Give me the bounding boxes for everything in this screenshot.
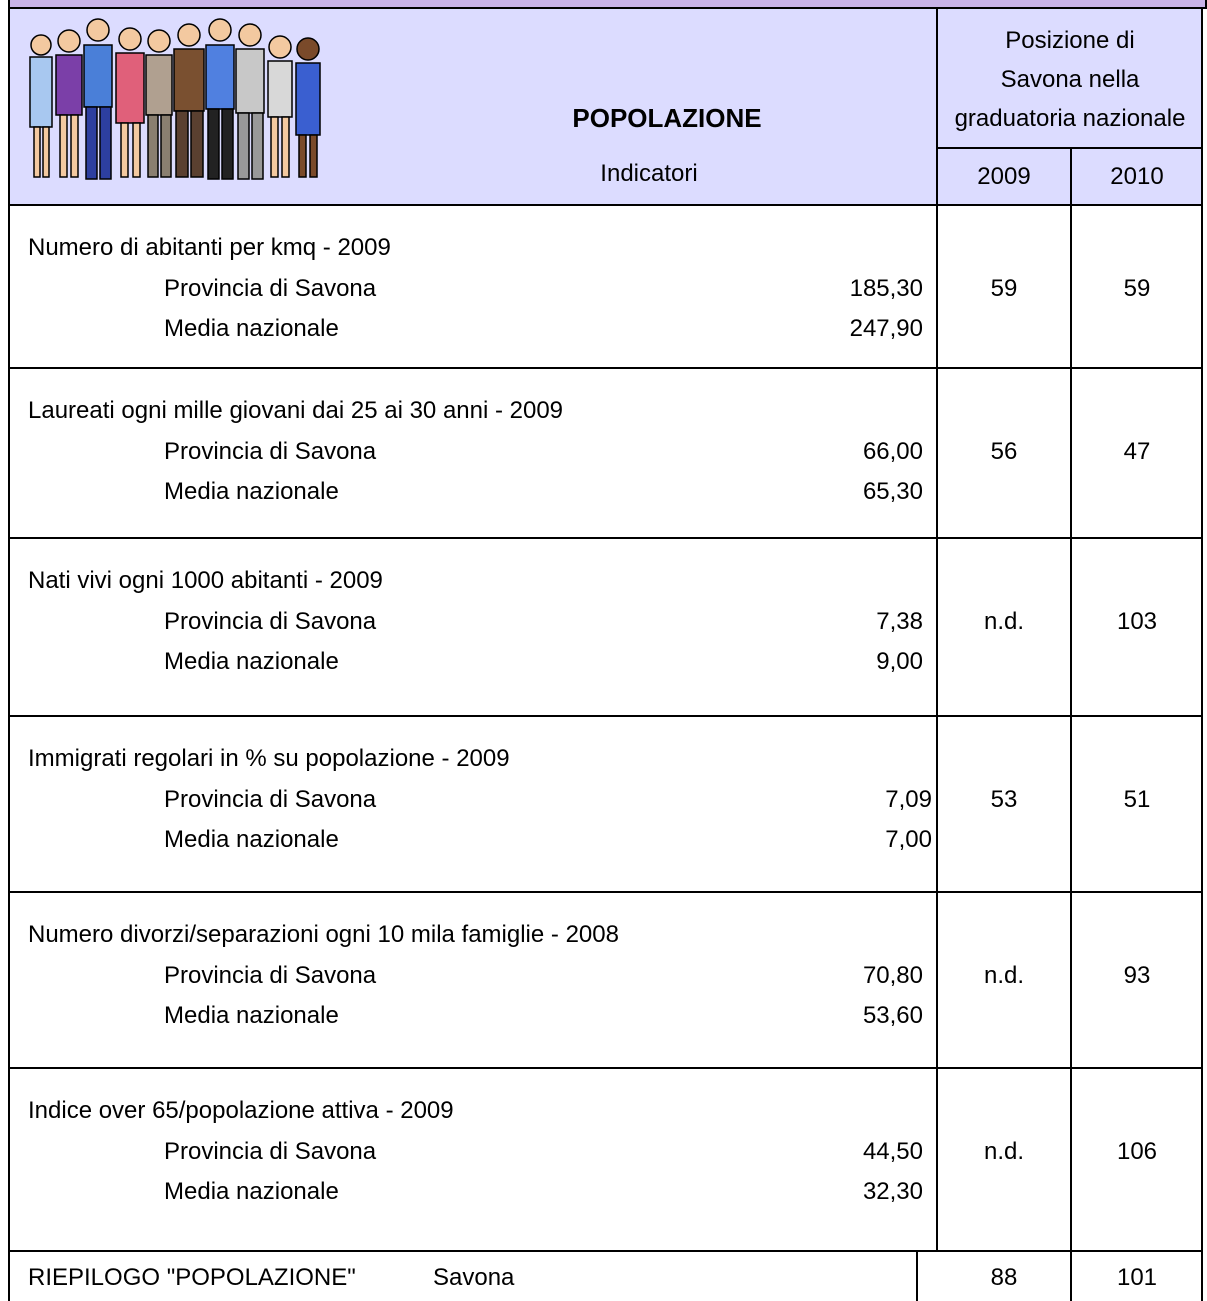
section-subtitle: Indicatori <box>499 159 799 189</box>
indicator-label: Numero divorzi/separazioni ogni 10 mila … <box>28 920 619 950</box>
row-name: Media nazionale <box>164 825 339 855</box>
indicator-label: Nati vivi ogni 1000 abitanti - 2009 <box>28 566 383 596</box>
row-name: Media nazionale <box>164 477 339 507</box>
row-value: 185,30 <box>623 274 923 304</box>
row-value: 7,00 <box>632 825 932 855</box>
table-line <box>8 715 1203 717</box>
table-line <box>937 147 1203 149</box>
table-line <box>8 7 10 1301</box>
rank-value: 59 <box>1072 274 1202 304</box>
row-name: Media nazionale <box>164 314 339 344</box>
rank-value: 106 <box>1072 1137 1202 1167</box>
summary-rank: 88 <box>939 1263 1069 1293</box>
indicator-label: Immigrati regolari in % su popolazione -… <box>28 744 510 774</box>
rank-value: 59 <box>939 274 1069 304</box>
rank-value: 53 <box>939 785 1069 815</box>
rank-value: 47 <box>1072 437 1202 467</box>
section-title: POPOLAZIONE <box>467 103 867 133</box>
row-name: Provincia di Savona <box>164 785 376 815</box>
table-line <box>1201 7 1203 1301</box>
row-value: 7,38 <box>623 607 923 637</box>
row-value: 70,80 <box>623 961 923 991</box>
row-value: 53,60 <box>623 1001 923 1031</box>
summary-place: Savona <box>433 1263 514 1293</box>
row-value: 44,50 <box>623 1137 923 1167</box>
table-line <box>8 1067 1203 1069</box>
indicator-label: Numero di abitanti per kmq - 2009 <box>28 233 391 263</box>
rank-value: n.d. <box>939 607 1069 637</box>
row-name: Provincia di Savona <box>164 607 376 637</box>
rank-heading: Posizione di <box>937 26 1203 56</box>
row-value: 9,00 <box>623 647 923 677</box>
rank-heading: graduatoria nazionale <box>937 104 1203 134</box>
table-line <box>8 1250 1203 1252</box>
table-line <box>8 891 1203 893</box>
row-value: 247,90 <box>623 314 923 344</box>
row-name: Provincia di Savona <box>164 437 376 467</box>
rank-value: 56 <box>939 437 1069 467</box>
row-name: Media nazionale <box>164 1001 339 1031</box>
indicator-label: Indice over 65/popolazione attiva - 2009 <box>28 1096 454 1126</box>
indicator-label: Laureati ogni mille giovani dai 25 ai 30… <box>28 396 563 426</box>
people-illustration <box>22 15 326 187</box>
year-heading: 2009 <box>939 162 1069 192</box>
row-value: 32,30 <box>623 1177 923 1207</box>
row-value: 65,30 <box>623 477 923 507</box>
row-name: Media nazionale <box>164 1177 339 1207</box>
row-name: Provincia di Savona <box>164 1137 376 1167</box>
table-line <box>936 7 938 1251</box>
row-name: Provincia di Savona <box>164 274 376 304</box>
row-name: Provincia di Savona <box>164 961 376 991</box>
rank-heading: Savona nella <box>937 65 1203 95</box>
row-name: Media nazionale <box>164 647 339 677</box>
top-strip <box>8 0 1207 9</box>
rank-value: n.d. <box>939 1137 1069 1167</box>
summary-label: RIEPILOGO "POPOLAZIONE" <box>28 1263 356 1293</box>
rank-value: 103 <box>1072 607 1202 637</box>
year-heading: 2010 <box>1072 162 1202 192</box>
rank-value: 93 <box>1072 961 1202 991</box>
summary-rank: 101 <box>1072 1263 1202 1293</box>
row-value: 7,09 <box>632 785 932 815</box>
table-line <box>8 204 1203 206</box>
row-value: 66,00 <box>623 437 923 467</box>
table-line <box>916 1251 918 1301</box>
table-line <box>8 367 1203 369</box>
rank-value: 51 <box>1072 785 1202 815</box>
table-line <box>8 537 1203 539</box>
table-line <box>1070 148 1072 1301</box>
rank-value: n.d. <box>939 961 1069 991</box>
page: POPOLAZIONE Indicatori Posizione di Savona … <box>0 0 1207 1301</box>
